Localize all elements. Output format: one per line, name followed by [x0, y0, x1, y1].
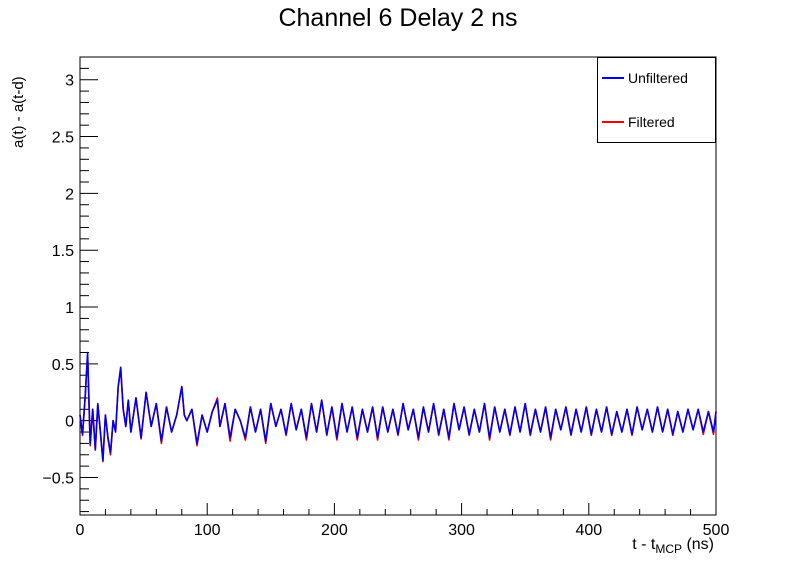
y-tick-label: 2 [65, 186, 74, 203]
y-axis-label-text: a(t) - a(t-d) [10, 76, 27, 148]
x-tick-label: 0 [76, 522, 85, 539]
legend-swatch-unfiltered [602, 77, 624, 79]
x-axis-label-main: t - t [632, 536, 656, 553]
y-tick-label: 1.5 [52, 243, 74, 260]
legend-item-filtered: Filtered [602, 114, 675, 130]
x-tick-label: 400 [575, 522, 602, 539]
y-tick-label: −0.5 [42, 470, 74, 487]
x-tick-label: 300 [448, 522, 475, 539]
x-axis-label-sub: MCP [655, 542, 682, 556]
y-tick-label: 3 [65, 73, 74, 90]
plot-frame [79, 56, 717, 516]
series-line-unfiltered [79, 351, 717, 462]
y-axis-label: a(t) - a(t-d) [8, 38, 28, 158]
y-tick-label: 0.5 [52, 357, 74, 374]
chart-title: Channel 6 Delay 2 ns [278, 4, 518, 32]
legend: Unfiltered Filtered [597, 57, 716, 143]
x-tick-label: 200 [321, 522, 348, 539]
x-axis-label: t - tMCP (ns) [632, 536, 714, 556]
x-axis-label-unit: (ns) [682, 536, 714, 553]
legend-item-unfiltered: Unfiltered [602, 70, 688, 86]
x-tick-label: 100 [194, 522, 221, 539]
y-tick-label: 2.5 [52, 130, 74, 147]
series-line-filtered [79, 353, 717, 463]
legend-label-unfiltered: Unfiltered [628, 70, 688, 86]
x-tick-label: 500 [703, 522, 730, 539]
legend-swatch-filtered [602, 121, 624, 123]
legend-label-filtered: Filtered [628, 114, 675, 130]
series-group [79, 351, 717, 463]
y-tick-label: 0 [65, 414, 74, 431]
y-tick-label: 1 [65, 300, 74, 317]
